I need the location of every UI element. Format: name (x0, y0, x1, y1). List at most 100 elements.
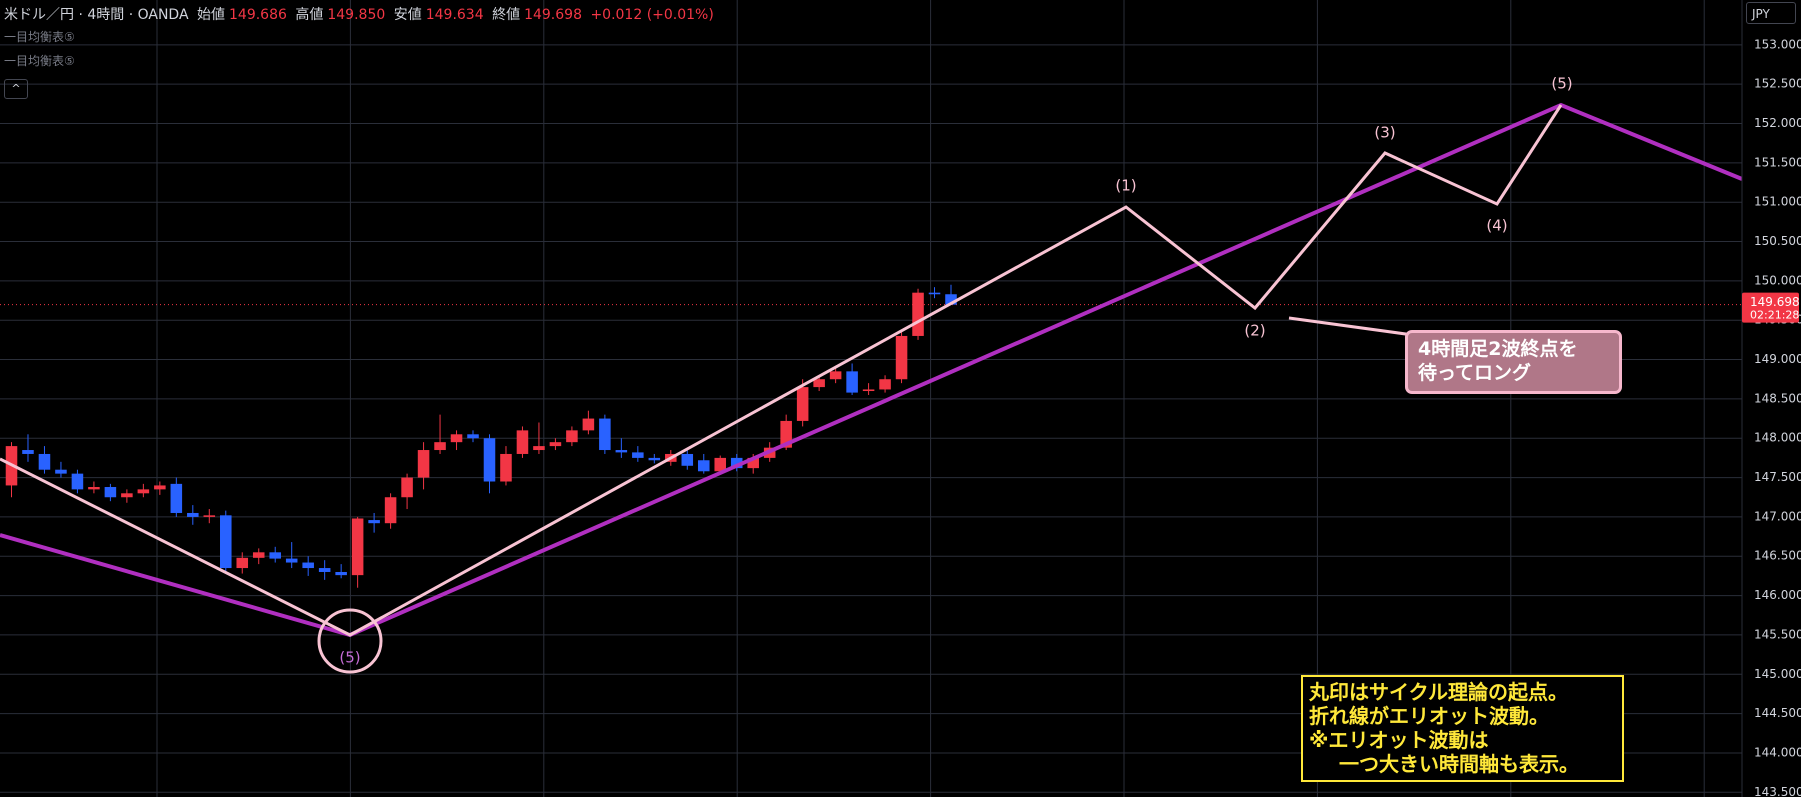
price-tag (1742, 292, 1799, 323)
note-line: 折れ線がエリオット波動。 (1309, 704, 1549, 728)
y-tick-label: 144.500 (1754, 706, 1801, 720)
wave-label: (2) (1244, 322, 1265, 340)
candle-body (533, 446, 545, 451)
candle-body (747, 457, 759, 469)
candle-body (88, 487, 100, 490)
y-tick-label: 151.000 (1754, 195, 1801, 209)
y-tick-label: 144.000 (1754, 745, 1801, 759)
candle-body (516, 430, 529, 454)
label: 終値 (492, 7, 521, 23)
y-tick-label: 152.500 (1754, 77, 1801, 91)
candle-body (38, 453, 51, 470)
y-tick-label: 145.500 (1754, 627, 1801, 641)
y-tick-label: 153.000 (1754, 37, 1801, 51)
label: 始値 (197, 7, 225, 23)
y-tick-label: 148.500 (1754, 391, 1801, 405)
price-tag-value: 149.698 (1750, 295, 1800, 309)
callout-pointer (1288, 316, 1414, 337)
grid (0, 0, 1742, 797)
candle-body (879, 379, 891, 390)
candle-body (302, 562, 314, 569)
candle-body (55, 469, 67, 474)
note: 丸印はサイクル理論の起点。 折れ線がエリオット波動。 ※エリオット波動は 一つ大… (1301, 675, 1624, 782)
y-tick-label: 148.000 (1754, 431, 1801, 445)
candle-body (137, 489, 150, 494)
y-tick-label: 143.500 (1754, 785, 1801, 797)
candle-body (154, 485, 166, 490)
candle-body (730, 457, 743, 469)
currency-button[interactable]: JPY (1746, 2, 1796, 24)
y-tick-label: 147.500 (1754, 470, 1801, 484)
candle-body (22, 450, 34, 454)
candle-body (269, 552, 281, 559)
candle-body (813, 379, 825, 388)
cycle-origin-circle (317, 608, 383, 674)
candle-body (945, 294, 957, 305)
price-tag-countdown: 02:21:28 (1750, 309, 1799, 322)
callout-line: 待ってロング (1418, 362, 1532, 384)
axis-bg (1742, 0, 1801, 797)
change: +0.012 (+0.01%) (590, 7, 714, 23)
candle-body (549, 442, 562, 447)
candle-body (615, 450, 628, 453)
y-tick-label: 146.500 (1754, 549, 1801, 563)
candle-body (335, 571, 347, 576)
indicator[interactable]: 一目均衡表⑤ (4, 30, 75, 44)
candle-body (417, 450, 430, 478)
candle-body (467, 434, 479, 439)
candle-body (384, 497, 397, 524)
elliott-wave (0, 104, 1563, 637)
candle-body (599, 418, 611, 451)
candle-body (71, 473, 84, 490)
candle-body (121, 493, 133, 498)
candle-body (203, 515, 216, 517)
y-tick-label: 146.000 (1754, 588, 1801, 602)
candle-body (187, 512, 199, 517)
candle-body (862, 389, 875, 392)
candle-body (648, 457, 661, 461)
y-tick-label: 145.000 (1754, 667, 1801, 681)
candle-body (351, 518, 364, 576)
callout: 4時間足2波終点を 待ってロング (1405, 330, 1622, 394)
collapse-button[interactable]: ^ (4, 79, 28, 99)
wave-label: (5) (1551, 75, 1572, 93)
y-tick-label: 150.000 (1754, 273, 1801, 287)
candle-body (912, 292, 924, 336)
y-tick-label: 152.000 (1754, 116, 1801, 130)
elliott-wave-higher (0, 102, 1743, 638)
candle-body (434, 442, 446, 451)
y-tick-label: 151.500 (1754, 155, 1801, 169)
candle-body (928, 292, 941, 295)
candle-body (697, 460, 710, 472)
candle-body (318, 568, 331, 572)
candle-body (582, 418, 595, 431)
candle-body (829, 371, 842, 380)
note-line: 一つ大きい時間軸も表示。 (1339, 752, 1579, 776)
wave-label: (1) (1115, 177, 1136, 195)
candle-body (401, 477, 413, 498)
candle-body (632, 452, 644, 458)
candle-body (500, 453, 512, 482)
symbol-header: 米ドル／円 · 4時間 · OANDA 始値 149.686 高値 149.850 … (4, 4, 718, 24)
indicator[interactable]: 一目均衡表⑤ (4, 54, 75, 68)
candle-body (714, 457, 727, 472)
value: 149.698 (524, 7, 582, 23)
candle-body (368, 520, 380, 524)
candle-body (450, 434, 463, 443)
label: 安値 (393, 7, 422, 23)
value: 149.686 (229, 7, 287, 23)
value: 149.850 (327, 7, 386, 23)
candle-body (895, 335, 908, 380)
wave-label: (4) (1486, 217, 1507, 235)
candle-body (681, 453, 694, 466)
candle-body (566, 430, 578, 443)
candle-body (252, 552, 265, 558)
candle-body (796, 387, 809, 421)
candle-body (483, 438, 496, 482)
candle-body (170, 483, 183, 513)
label: 高値 (295, 7, 324, 23)
y-tick-label: 147.000 (1754, 509, 1801, 523)
candle-body (236, 557, 249, 569)
value: 149.634 (425, 7, 484, 23)
